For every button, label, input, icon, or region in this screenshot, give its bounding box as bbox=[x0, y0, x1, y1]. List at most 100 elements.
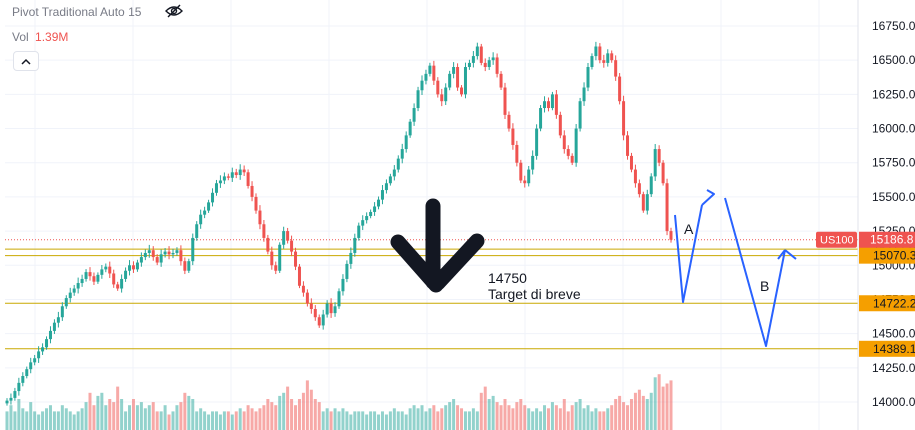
annotation-target-label: Target di breve bbox=[488, 286, 581, 302]
volume-bar bbox=[614, 399, 618, 430]
candle-body bbox=[72, 288, 76, 293]
volume-bar bbox=[218, 414, 222, 430]
annotation-target-value: 14750 bbox=[488, 270, 527, 286]
volume-bar bbox=[48, 405, 52, 430]
volume-bar bbox=[21, 408, 25, 430]
volume-bar bbox=[72, 414, 76, 430]
candle-body bbox=[191, 237, 195, 262]
volume-bar bbox=[147, 405, 151, 430]
volume-bar bbox=[420, 405, 424, 430]
volume-bar bbox=[448, 402, 452, 430]
candle-body bbox=[586, 67, 590, 88]
candle-body bbox=[325, 303, 329, 315]
candle-body bbox=[373, 206, 377, 212]
candle-body bbox=[333, 306, 337, 314]
level-marker bbox=[859, 247, 915, 264]
candle-body bbox=[365, 216, 369, 221]
symbol-badge bbox=[816, 231, 857, 248]
volume-bar bbox=[558, 408, 562, 430]
volume-bar bbox=[566, 411, 570, 430]
volume-bar bbox=[412, 405, 416, 430]
volume-bar bbox=[467, 411, 471, 430]
volume-bar bbox=[135, 405, 139, 430]
projection-path-a bbox=[674, 189, 715, 303]
candle-body bbox=[139, 257, 143, 263]
volume-value: 1.39M bbox=[35, 30, 69, 44]
volume-bar bbox=[250, 408, 254, 430]
candle-body bbox=[562, 135, 566, 150]
candle-body bbox=[143, 252, 147, 258]
candle-body bbox=[535, 128, 539, 156]
collapse-button[interactable] bbox=[13, 51, 39, 71]
volume-bar bbox=[171, 411, 175, 430]
chevron-up-icon bbox=[21, 58, 31, 65]
eye-slash-icon[interactable] bbox=[165, 4, 183, 18]
candle-body bbox=[45, 339, 49, 348]
candle-body bbox=[432, 65, 436, 81]
candle-body bbox=[610, 53, 614, 61]
down-arrow-drawing bbox=[390, 198, 485, 293]
candle-body bbox=[626, 135, 630, 156]
volume-bar bbox=[294, 405, 298, 430]
candle-body bbox=[131, 265, 135, 270]
wave-label-b: B bbox=[760, 278, 770, 294]
candle-body bbox=[637, 183, 641, 195]
volume-bar bbox=[535, 408, 539, 430]
volume-bar bbox=[626, 405, 630, 430]
volume-bar bbox=[100, 392, 104, 430]
volume-bar bbox=[645, 399, 649, 430]
candle-body bbox=[598, 46, 602, 61]
candle-body bbox=[388, 176, 392, 184]
candle-body bbox=[471, 56, 475, 63]
y-tick-label: 14250.0 bbox=[872, 361, 915, 375]
volume-bar bbox=[483, 386, 487, 430]
projection-path-b bbox=[724, 197, 797, 347]
volume-label: Vol 1.39M bbox=[12, 30, 68, 44]
volume-bar bbox=[582, 408, 586, 430]
volume-bars bbox=[5, 374, 673, 430]
volume-bar bbox=[333, 408, 337, 430]
candle-body bbox=[483, 62, 487, 68]
volume-bar bbox=[669, 380, 673, 430]
candle-body bbox=[112, 273, 116, 285]
candle-body bbox=[633, 169, 637, 184]
volume-bar bbox=[590, 411, 594, 430]
volume-bar bbox=[373, 411, 377, 430]
volume-bar bbox=[37, 414, 41, 430]
volume-bar bbox=[633, 392, 637, 430]
y-tick-label: 16000.0 bbox=[872, 122, 915, 136]
candle-body bbox=[76, 283, 80, 289]
volume-bar bbox=[511, 408, 515, 430]
candle-body bbox=[37, 351, 41, 359]
candle-body bbox=[416, 90, 420, 109]
volume-bar bbox=[52, 411, 56, 430]
volume-bar bbox=[357, 411, 361, 430]
volume-bar bbox=[388, 411, 392, 430]
candle-body bbox=[135, 262, 139, 270]
volume-bar bbox=[653, 377, 657, 430]
volume-bar bbox=[211, 411, 215, 430]
volume-bar bbox=[408, 408, 412, 430]
candle-body bbox=[305, 292, 309, 304]
candle-body bbox=[317, 317, 321, 326]
candle-body bbox=[661, 162, 665, 184]
volume-bar bbox=[353, 411, 357, 430]
volume-bar bbox=[222, 411, 226, 430]
volume-bar bbox=[325, 408, 329, 430]
candle-body bbox=[657, 149, 661, 163]
candle-body bbox=[578, 101, 582, 129]
candle-body bbox=[9, 397, 13, 401]
volume-bar bbox=[155, 411, 159, 430]
volume-bar bbox=[610, 405, 614, 430]
candle-body bbox=[574, 128, 578, 163]
volume-bar bbox=[301, 392, 305, 430]
candle-body bbox=[669, 231, 673, 240]
candle-body bbox=[487, 60, 491, 68]
volume-bar bbox=[519, 399, 523, 430]
candle-body bbox=[503, 87, 507, 115]
volume-bar bbox=[120, 399, 124, 430]
volume-bar bbox=[321, 411, 325, 430]
price-axis[interactable]: 14000.014250.014500.014750.015000.015250… bbox=[857, 0, 915, 430]
volume-bar bbox=[207, 414, 211, 430]
